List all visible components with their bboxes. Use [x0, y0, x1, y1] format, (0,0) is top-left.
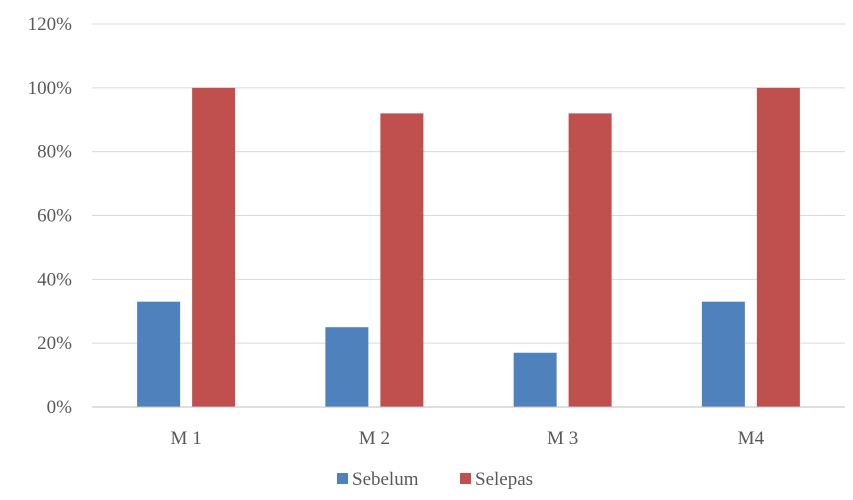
y-tick-label: 120%	[28, 14, 73, 35]
y-tick-label: 80%	[37, 142, 72, 163]
y-axis-ticks: 0% 20% 40% 60% 80% 100% 120%	[28, 14, 73, 418]
bar-selepas-4	[756, 87, 800, 407]
legend-label-selepas: Selepas	[475, 469, 533, 490]
bar-sebelum-4	[701, 301, 745, 407]
y-tick-label: 60%	[37, 206, 72, 227]
x-tick-label: M 2	[359, 428, 390, 449]
bar-selepas-3	[568, 113, 612, 407]
y-tick-label: 100%	[28, 78, 73, 99]
legend: Sebelum Selepas	[337, 469, 533, 490]
y-tick-label: 0%	[47, 397, 73, 418]
bar-selepas-2	[380, 113, 424, 407]
bar-selepas-1	[192, 87, 236, 407]
bar-sebelum-3	[513, 352, 557, 407]
bars	[137, 87, 800, 407]
bar-sebelum-2	[325, 327, 369, 407]
x-tick-label: M 3	[547, 428, 578, 449]
x-axis-labels: M 1 M 2 M 3 M4	[171, 428, 765, 449]
y-tick-label: 20%	[37, 333, 72, 354]
y-tick-label: 40%	[37, 269, 72, 290]
x-tick-label: M 1	[171, 428, 202, 449]
bar-sebelum-1	[137, 301, 181, 407]
x-tick-label: M4	[738, 428, 765, 449]
legend-label-sebelum: Sebelum	[352, 469, 419, 490]
legend-swatch-sebelum	[337, 473, 348, 484]
legend-swatch-selepas	[460, 473, 471, 484]
